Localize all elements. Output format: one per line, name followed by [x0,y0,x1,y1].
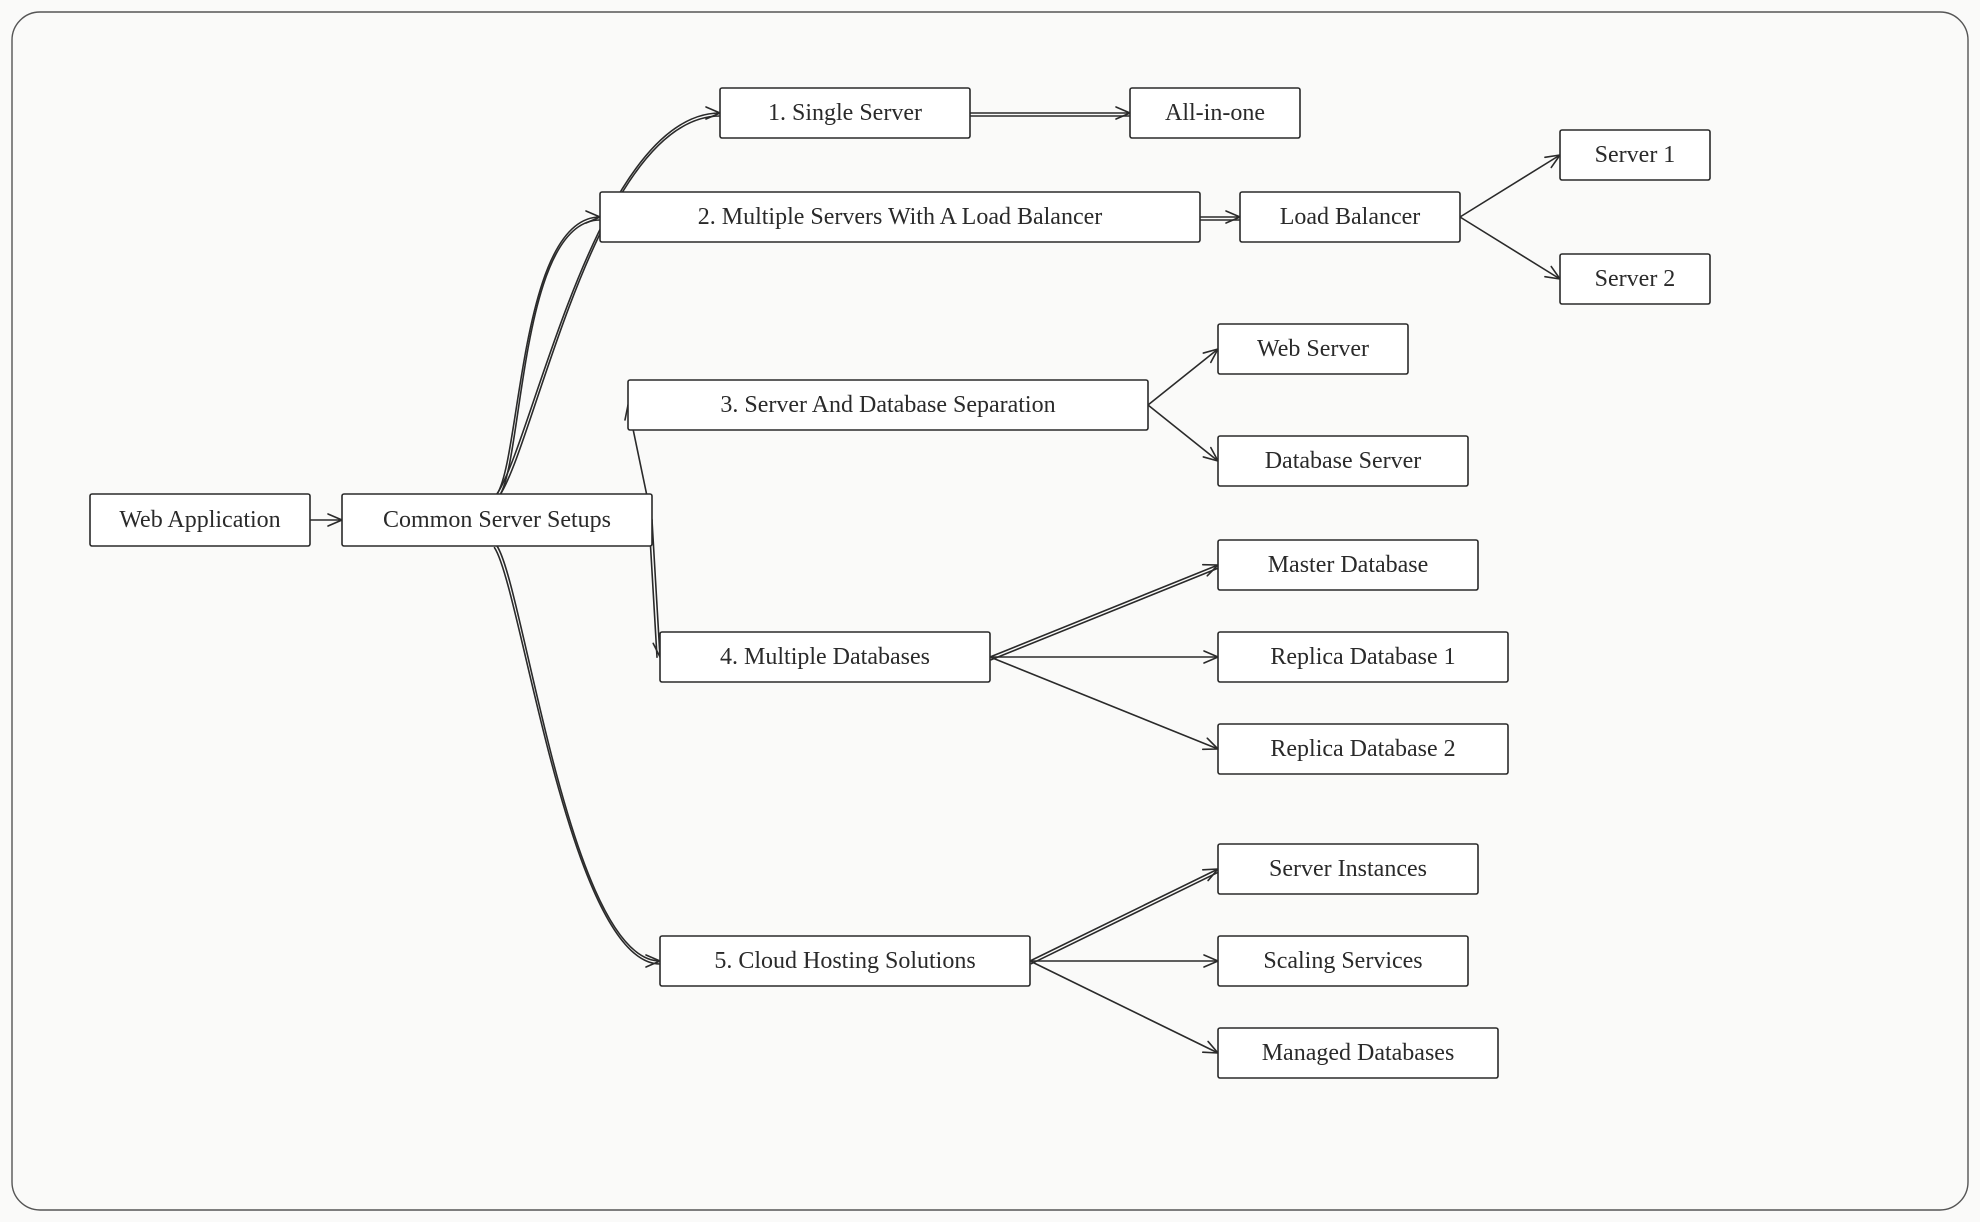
node-label: Server 1 [1595,142,1676,169]
node-dbsrv: Database Server [1218,436,1468,486]
node-label: 4. Multiple Databases [720,644,930,671]
node-label: 1. Single Server [768,100,922,127]
node-lb: Load Balancer [1240,192,1460,242]
node-common: Common Server Setups [342,494,652,546]
node-label: 5. Cloud Hosting Solutions [714,948,975,975]
node-label: Managed Databases [1262,1040,1455,1067]
node-srv1: Server 1 [1560,130,1710,180]
node-opt5: 5. Cloud Hosting Solutions [660,936,1030,986]
node-label: 2. Multiple Servers With A Load Balancer [698,204,1103,231]
node-label: Database Server [1265,448,1422,475]
diagram-frame: Web Application Common Server Setups 1. Si… [0,0,1980,1222]
node-label: Replica Database 1 [1270,644,1455,671]
node-opt3: 3. Server And Database Separation [628,380,1148,430]
node-mdb: Managed Databases [1218,1028,1498,1078]
node-scale: Scaling Services [1218,936,1468,986]
node-inst: Server Instances [1218,844,1478,894]
node-rep1: Replica Database 1 [1218,632,1508,682]
node-label: Replica Database 2 [1270,736,1455,763]
node-srv2: Server 2 [1560,254,1710,304]
node-label: Web Server [1257,336,1369,363]
diagram-canvas [0,0,1980,1222]
node-label: 3. Server And Database Separation [720,392,1055,419]
node-label: Scaling Services [1263,948,1422,975]
node-label: Server 2 [1595,266,1676,293]
node-websrv: Web Server [1218,324,1408,374]
node-opt4: 4. Multiple Databases [660,632,990,682]
node-label: All-in-one [1165,100,1265,127]
node-label: Master Database [1268,552,1429,579]
node-opt1: 1. Single Server [720,88,970,138]
node-opt2: 2. Multiple Servers With A Load Balancer [600,192,1200,242]
node-allinone: All-in-one [1130,88,1300,138]
node-label: Common Server Setups [383,507,611,534]
node-label: Load Balancer [1280,204,1421,231]
node-web_app: Web Application [90,494,310,546]
node-master: Master Database [1218,540,1478,590]
node-rep2: Replica Database 2 [1218,724,1508,774]
node-label: Server Instances [1269,856,1427,883]
node-label: Web Application [119,507,280,534]
